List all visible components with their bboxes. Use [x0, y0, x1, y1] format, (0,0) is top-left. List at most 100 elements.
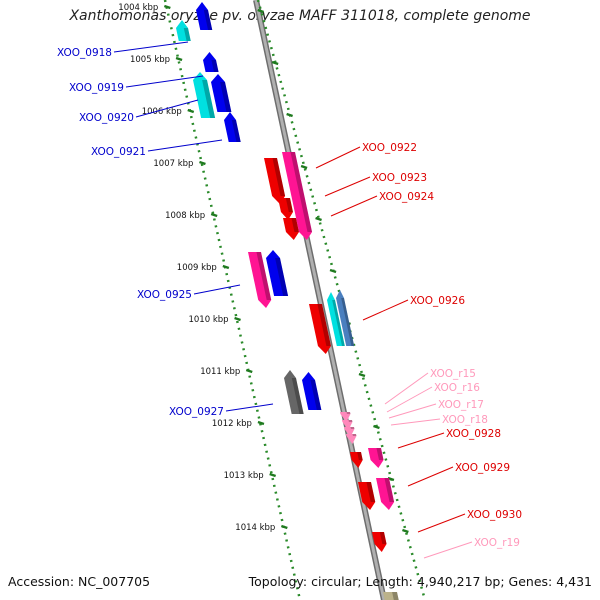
feature-xoo-0927b: [302, 372, 322, 410]
tick-label: 1006 kbp: [142, 107, 182, 117]
tick-label: 1007 kbp: [153, 159, 193, 169]
tick-mark-left: [199, 160, 206, 166]
feature-xoo-0929: [358, 482, 376, 510]
tick-mark-right: [300, 164, 308, 170]
gene-name: XOO_0921: [91, 146, 146, 158]
feature-xoo-0923: [282, 152, 313, 240]
gene-label-xoo-r15: XOO_r15: [384, 368, 476, 405]
gene-label-xoo-0920: XOO_0920: [79, 99, 199, 124]
genome-backbone: [253, 0, 387, 600]
gene-label-xoo-0918: XOO_0918: [57, 41, 189, 59]
tick-6: 1009 kbp: [177, 263, 337, 274]
gene-name: XOO_r18: [442, 414, 488, 426]
tick-track-left: [163, 0, 302, 600]
leader-line: [390, 418, 441, 426]
leader-line: [225, 403, 274, 412]
tick-mark-right: [402, 528, 409, 534]
tick-2: 1005 kbp: [130, 55, 279, 66]
leader-line: [193, 284, 241, 295]
tick-mark-left: [175, 56, 183, 62]
gene-label-xoo-0922: XOO_0922: [315, 142, 417, 169]
gene-name: XOO_0924: [379, 191, 434, 203]
feature-xoo-0928b: [368, 448, 384, 468]
gene-label-xoo-0924: XOO_0924: [330, 191, 434, 217]
accession-label: Accession: NC_007705: [8, 574, 151, 589]
leader-line: [386, 386, 433, 413]
tick-mark-left: [222, 264, 230, 270]
gene-name: XOO_0925: [137, 289, 192, 301]
gene-name: XOO_0918: [57, 47, 112, 59]
tick-label: 1005 kbp: [130, 55, 170, 65]
tick-mark-left: [187, 108, 195, 114]
tick-label: 1011 kbp: [200, 367, 240, 377]
leader-line: [362, 299, 409, 321]
gene-label-xoo-r16: XOO_r16: [386, 382, 480, 413]
gene-name: XOO_r19: [474, 537, 520, 549]
leader-line: [113, 41, 189, 53]
tick-1: 1004 kbp: [118, 3, 265, 14]
leader-line: [423, 541, 473, 559]
leader-line: [324, 176, 371, 197]
tick-label: 1014 kbp: [235, 523, 275, 533]
tick-mark-right: [358, 372, 366, 378]
tick-mark-left: [245, 368, 253, 374]
kbp-ticks: 1004 kbp 1005 kbp 1006 kbp 1007 kbp 1008 kbp…: [118, 3, 409, 534]
tick-mark-left: [269, 472, 277, 478]
tick-label: 1010 kbp: [188, 315, 228, 325]
feature-xoo-0918b: [196, 2, 213, 30]
gene-name: XOO_0926: [410, 295, 465, 307]
tick-mark-left: [280, 524, 288, 530]
tick-mark-right: [315, 216, 322, 222]
feature-xoo-r18: [346, 434, 357, 444]
gene-label-xoo-0927: XOO_0927: [169, 403, 274, 418]
feature-xoo-0929b: [376, 478, 395, 510]
tick-mark-right: [286, 112, 294, 118]
gene-label-xoo-r17: XOO_r17: [388, 399, 484, 419]
tick-3: 1006 kbp: [142, 107, 294, 118]
feature-xoo-r17: [344, 427, 355, 437]
tick-track-right: [256, 0, 427, 600]
gene-label-xoo-0928: XOO_0928: [397, 428, 501, 449]
feature-xoo-0927: [284, 370, 304, 414]
gene-name: XOO_r15: [430, 368, 476, 380]
leader-line: [417, 513, 466, 533]
gene-label-xoo-0921: XOO_0921: [91, 139, 223, 158]
feature-xoo-0920b: [211, 74, 232, 112]
gene-label-xoo-0925: XOO_0925: [137, 284, 241, 301]
gene-labels: XOO_0918 XOO_0919 XOO_0920 XOO_0921 XOO_0925…: [57, 41, 522, 559]
feature-xoo-0924: [278, 198, 293, 220]
gene-label-xoo-0930: XOO_0930: [417, 509, 522, 533]
gene-name: XOO_0923: [372, 172, 427, 184]
feature-xoo-0922: [264, 158, 286, 204]
leader-line: [147, 139, 223, 152]
feature-xoo-0924b: [283, 218, 299, 240]
feature-xoo-0930: [372, 532, 387, 552]
gene-label-xoo-0929: XOO_0929: [407, 462, 510, 487]
feature-xoo-0925: [248, 252, 272, 308]
feature-xoo-0926: [309, 304, 331, 354]
leader-line: [330, 195, 378, 217]
gene-name: XOO_r17: [438, 399, 484, 411]
tick-label: 1004 kbp: [118, 3, 158, 13]
gene-label-xoo-r19: XOO_r19: [423, 537, 520, 559]
gene-name: XOO_0928: [446, 428, 501, 440]
leader-line: [315, 146, 361, 169]
tick-9: 1012 kbp: [212, 419, 380, 430]
tick-mark-right: [271, 60, 279, 66]
tick-5: 1008 kbp: [165, 211, 322, 222]
feature-xoo-r16: [342, 420, 353, 430]
gene-label-xoo-r18: XOO_r18: [390, 414, 488, 426]
feature-tail: [383, 592, 399, 600]
gene-name: XOO_0927: [169, 406, 224, 418]
tick-label: 1012 kbp: [212, 419, 252, 429]
tick-label: 1008 kbp: [165, 211, 205, 221]
genome-title: Xanthomonas oryzae pv. oryzae MAFF 31101…: [69, 8, 531, 24]
tick-8: 1011 kbp: [200, 367, 366, 378]
leader-line: [388, 403, 437, 419]
gene-label-xoo-0926: XOO_0926: [362, 295, 465, 321]
tick-mark-right: [329, 268, 337, 274]
feature-xoo-0925b: [266, 250, 289, 296]
gene-name: XOO_0930: [467, 509, 522, 521]
feature-xoo-0928: [350, 452, 363, 468]
